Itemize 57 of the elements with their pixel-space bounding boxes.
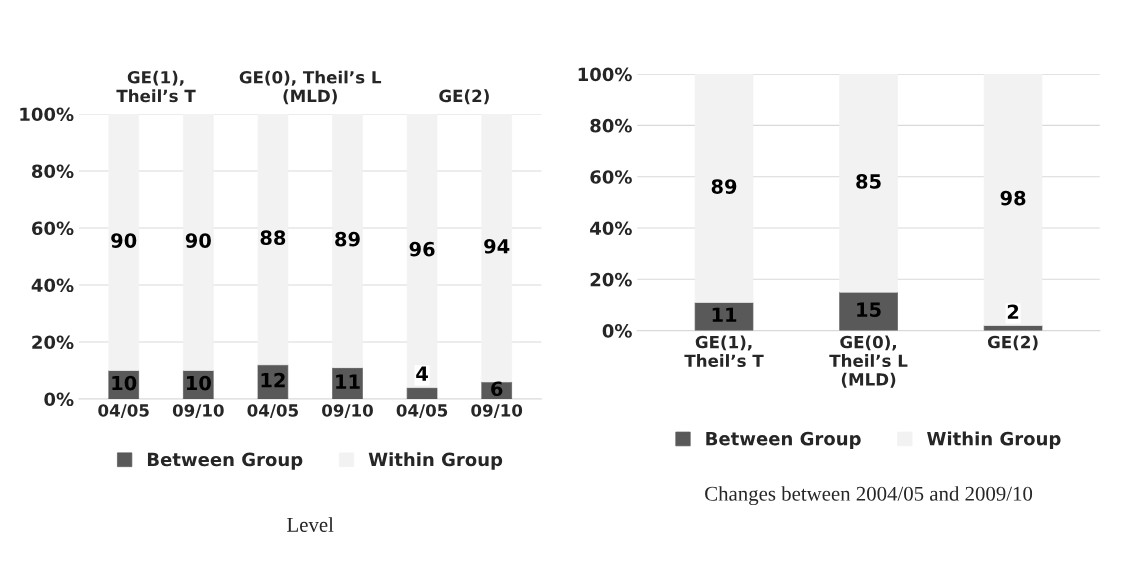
bar [481,114,512,383]
data-label: 94 [484,238,510,254]
data-label: 85 [856,174,881,189]
data-label: 6 [491,381,503,397]
data-label: 4 [416,366,428,381]
data-label: 15 [857,302,881,317]
bar [108,114,139,371]
text: GE(2) [439,89,489,105]
x-tick-label: GE(0), Theil’s L (MLD) [829,335,908,388]
data-label: 98 [1000,190,1026,206]
data-label: 10 [112,375,137,391]
data-label: 88 [260,230,286,246]
legend-label: Between Group [706,431,861,449]
x-tick-label: GE(1), Theil’s T [684,335,764,368]
y-tick-label: 60% [32,221,74,236]
text: GE(0), Theil’s L (MLD) [239,70,382,105]
x-tick-label: GE(2) [987,335,1038,351]
y-tick-label: 80% [590,118,632,133]
bar [406,114,438,388]
bar [183,114,214,371]
data-label: 10 [186,375,211,391]
x-tick-label: 04/05 [396,404,448,419]
y-tick-label: 20% [32,335,74,350]
y-tick-label: 60% [590,170,632,184]
bar [332,114,363,368]
data-label: 89 [711,179,737,194]
data-label: 90 [111,233,137,248]
data-label: 2 [1007,304,1019,319]
data-label: 89 [335,231,360,247]
legend-label: Between Group [147,452,303,470]
data-label: 90 [185,233,211,248]
y-tick-label: 0% [44,392,74,407]
y-tick-label: 40% [590,221,632,236]
x-tick-label: 04/05 [98,404,149,419]
x-axis-title: Level [287,517,334,532]
bar [257,114,289,366]
legend-label: Within Group [368,452,503,470]
data-label: 11 [712,307,737,322]
y-tick-label: 20% [590,272,632,287]
bar [694,74,754,303]
x-axis-title: Changes between 2004/05 and 2009/10 [705,486,1033,506]
x-tick-label: 09/10 [471,404,523,419]
data-label: 96 [409,241,435,257]
data-label: 11 [336,374,360,389]
bar [983,74,1043,326]
bar [839,74,898,293]
legend-label: Within Group [927,431,1061,449]
x-tick-label: 09/10 [172,404,224,419]
data-label: 12 [261,372,285,388]
text: GE(1), Theil’s T [116,70,196,103]
x-tick-label: 09/10 [322,404,373,419]
y-tick-label: 100% [578,67,632,82]
y-tick-label: 40% [31,278,74,293]
x-tick-label: 04/05 [247,404,298,419]
y-tick-label: 80% [31,164,74,179]
y-tick-label: 0% [602,324,632,338]
y-tick-label: 100% [20,107,74,122]
